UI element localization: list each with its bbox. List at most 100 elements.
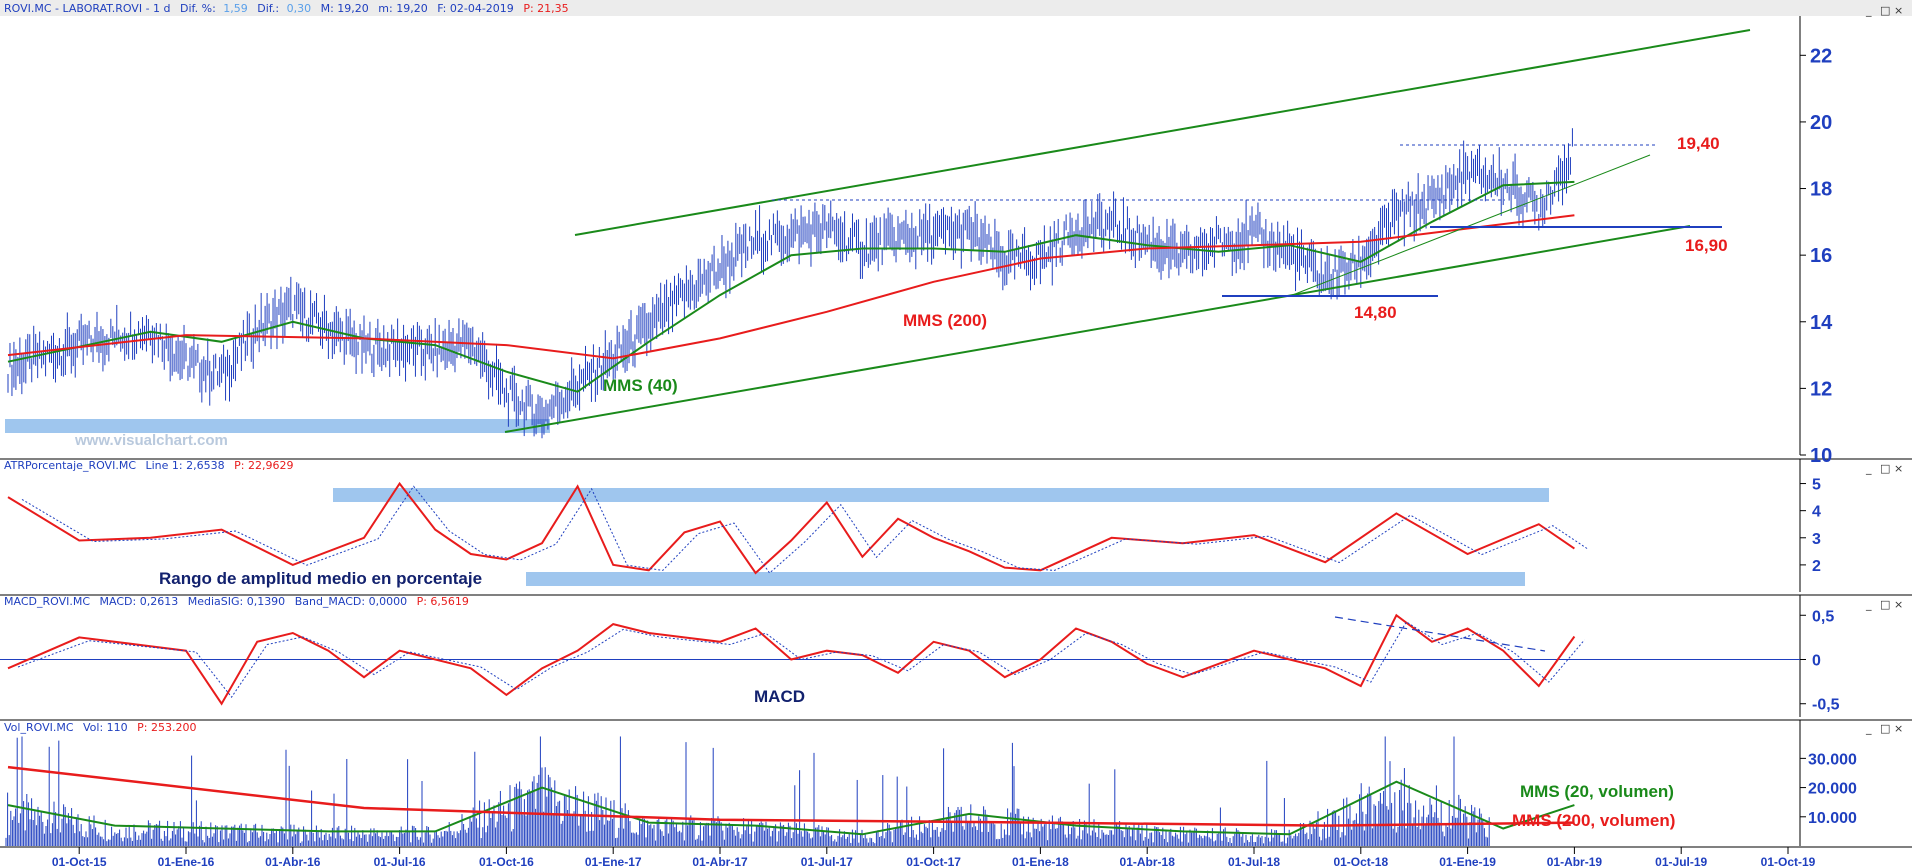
price-header-f2-value: 0,30	[287, 2, 312, 15]
annotation-vol-mms200: MMS (200, volumen)	[1512, 811, 1675, 830]
annotations: MMS (40) MMS (200) 19,40 16,90 14,80 Ran…	[159, 134, 1728, 830]
macd-header-name: MACD_ROVI.MC	[4, 595, 90, 608]
xtick-label-1: 01-Ene-16	[158, 855, 215, 867]
upper-channel-line	[574, 29, 1751, 236]
annotation-mms200: MMS (200)	[903, 311, 987, 330]
highlight-bands	[5, 419, 1549, 586]
price-header-f6: P: 21,35	[523, 2, 568, 15]
xtick-label-2: 01-Abr-16	[265, 855, 321, 867]
price-header-f5: F: 02-04-2019	[437, 2, 514, 15]
atr-panel-header: ATRPorcentaje_ROVI.MC Line 1: 2,6538 P: …	[4, 459, 293, 472]
xtick-label-16: 01-Oct-19	[1761, 855, 1816, 867]
atr-line	[7, 481, 1575, 575]
vol-ytick-label-20000: 20.000	[1808, 781, 1857, 798]
price-header-f3: M: 19,20	[321, 2, 369, 15]
svg-text:Vol_ROVI.MC Vol: 110: Vol_ROVI.MC Vol: 110 P: 253.200	[4, 721, 197, 734]
atr-header-name: ATRPorcentaje_ROVI.MC	[4, 459, 136, 472]
macd-header-p: P: 6,5619	[417, 595, 469, 608]
window-button-3-0: _	[1865, 722, 1872, 735]
vol-mms200-line	[7, 765, 1575, 827]
annotation-atr: Rango de amplitud medio en porcentaje	[159, 569, 482, 588]
annotation-level-1940: 19,40	[1677, 134, 1720, 153]
macd-line	[7, 613, 1576, 706]
xtick-label-9: 01-Ene-18	[1012, 855, 1069, 867]
atr-ytick-label-4: 4	[1812, 504, 1821, 521]
xtick-label-14: 01-Abr-19	[1547, 855, 1603, 867]
atr-header-p: P: 22,9629	[234, 459, 293, 472]
inner-trend-line	[1289, 154, 1651, 297]
macd-header-macd: MACD: 0,2613	[100, 595, 179, 608]
atr-ytick-label-5: 5	[1812, 477, 1821, 494]
window-button-2-0: _	[1865, 598, 1872, 611]
window-button-1-1: □	[1880, 462, 1890, 475]
price-ytick-label-14: 14	[1810, 312, 1833, 334]
price-mms40-line	[7, 180, 1575, 393]
svg-text:MACD_ROVI.MC MACD: 0,261: MACD_ROVI.MC MACD: 0,2613 MediaSIG: 0,13…	[4, 595, 469, 608]
xtick-label-10: 01-Abr-18	[1120, 855, 1176, 867]
xtick-label-5: 01-Ene-17	[585, 855, 642, 867]
macd-ytick-label-0.5: 0,5	[1812, 608, 1834, 625]
window-button-1-0: _	[1865, 462, 1872, 475]
lower-channel-line	[504, 225, 1691, 433]
price-ytick-label-18: 18	[1810, 179, 1832, 201]
drawn-trendlines	[504, 29, 1751, 652]
xtick-label-12: 01-Oct-18	[1333, 855, 1388, 867]
price-header-f1-value: 1,59	[223, 2, 248, 15]
xtick-label-7: 01-Jul-17	[801, 855, 853, 867]
annotation-level-1690: 16,90	[1685, 236, 1728, 255]
annotation-vol-mms20: MMS (20, volumen)	[1520, 782, 1674, 801]
atr-signal-line	[21, 485, 1589, 574]
macd-ytick-label-0: 0	[1812, 653, 1821, 670]
vol-mms20-line	[7, 780, 1575, 836]
atr-highlight-bottom	[526, 572, 1525, 586]
window-button-0-1: □	[1880, 4, 1890, 17]
atr-highlight-top	[333, 488, 1549, 502]
window-button-0-0: _	[1865, 4, 1872, 17]
macd-ytick-label--0.5: -0,5	[1812, 697, 1840, 714]
vol-ytick-label-10000: 10.000	[1808, 810, 1857, 827]
price-ytick-label-20: 20	[1810, 112, 1832, 134]
xtick-label-6: 01-Abr-17	[692, 855, 748, 867]
window-button-2-2: ×	[1894, 598, 1903, 611]
price-header-f2-label: Dif.:	[257, 2, 279, 15]
annotation-macd: MACD	[754, 687, 805, 706]
annotation-level-1480: 14,80	[1354, 303, 1397, 322]
xtick-label-15: 01-Jul-19	[1655, 855, 1707, 867]
watermark: www.visualchart.com	[74, 432, 228, 449]
vol-header-vol: Vol: 110	[83, 721, 128, 734]
svg-text:ATRPorcentaje_ROVI.MC Li: ATRPorcentaje_ROVI.MC Line 1: 2,6538 P: …	[4, 459, 293, 472]
macd-header-band: Band_MACD: 0,0000	[295, 595, 407, 608]
price-panel-header: ROVI.MC - LABORAT.ROVI - 1 d Dif. %: 1,5…	[0, 0, 1912, 16]
vol-ytick-label-30000: 30.000	[1808, 751, 1857, 768]
xtick-label-4: 01-Oct-16	[479, 855, 534, 867]
window-button-2-1: □	[1880, 598, 1890, 611]
price-highlight-box	[5, 419, 550, 433]
xtick-label-8: 01-Oct-17	[906, 855, 961, 867]
price-header-prefix: ROVI.MC - LABORAT.ROVI - 1 d	[4, 2, 171, 15]
data-series	[5, 128, 1589, 846]
price-header-f1-label: Dif. %:	[180, 2, 216, 15]
macd-panel-header: MACD_ROVI.MC MACD: 0,2613 MediaSIG: 0,13…	[4, 595, 469, 608]
price-header-f4: m: 19,20	[378, 2, 427, 15]
price-ytick-label-12: 12	[1810, 378, 1832, 400]
price-ytick-label-22: 22	[1810, 45, 1832, 67]
xtick-label-13: 01-Ene-19	[1439, 855, 1496, 867]
macd-signal-line	[17, 621, 1585, 698]
window-button-3-1: □	[1880, 722, 1890, 735]
axis-ticks: 101214161820222345-0,500,510.00020.00030…	[0, 45, 1857, 867]
window-button-1-2: ×	[1894, 462, 1903, 475]
atr-ytick-label-2: 2	[1812, 558, 1821, 575]
price-ytick-label-16: 16	[1810, 245, 1832, 267]
atr-ytick-label-3: 3	[1812, 531, 1821, 548]
xtick-label-0: 01-Oct-15	[52, 855, 107, 867]
vol-header-name: Vol_ROVI.MC	[4, 721, 74, 734]
price-ytick-label-10: 10	[1810, 445, 1832, 467]
svg-text:ROVI.MC - LABORAT.ROVI - 1 d: ROVI.MC - LABORAT.ROVI - 1 d Dif. %: 1,5…	[4, 2, 569, 15]
price-mms200-line	[7, 214, 1575, 360]
macd-divergence-line	[1334, 616, 1546, 652]
xtick-label-3: 01-Jul-16	[374, 855, 426, 867]
annotation-mms40: MMS (40)	[603, 376, 678, 395]
